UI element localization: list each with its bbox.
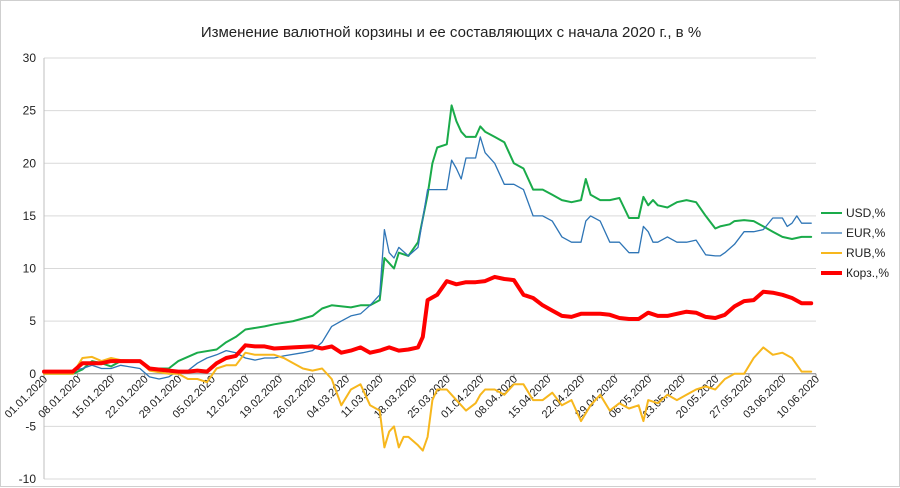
y-tick-label: 25 <box>23 104 37 118</box>
chart-title: Изменение валютной корзины и ее составля… <box>201 24 701 41</box>
x-axis: 01.01.202008.01.202015.01.202022.01.2020… <box>3 373 822 421</box>
plot-area <box>42 104 814 452</box>
y-tick-label: 15 <box>23 209 37 223</box>
series-line-0 <box>43 104 813 375</box>
series-line-2 <box>43 346 813 452</box>
series-line-3 <box>42 274 814 374</box>
legend-label-0: USD,% <box>846 206 886 220</box>
y-tick-label: 0 <box>29 367 36 381</box>
y-tick-label: 5 <box>29 314 36 328</box>
legend-label-3: Корз.,% <box>846 266 889 280</box>
y-tick-label: 10 <box>23 262 37 276</box>
y-tick-label: -10 <box>19 472 37 486</box>
legend: USD,% EUR,% RUB,% Корз.,% <box>821 206 889 280</box>
y-tick-label: 20 <box>23 156 37 170</box>
series-line-1 <box>43 136 812 380</box>
y-tick-label: -5 <box>25 419 36 433</box>
legend-label-1: EUR,% <box>846 226 886 240</box>
y-axis: 30 25 20 15 10 5 0 -5 -10 <box>19 51 45 486</box>
y-tick-label: 30 <box>23 51 37 65</box>
legend-label-2: RUB,% <box>846 246 886 260</box>
